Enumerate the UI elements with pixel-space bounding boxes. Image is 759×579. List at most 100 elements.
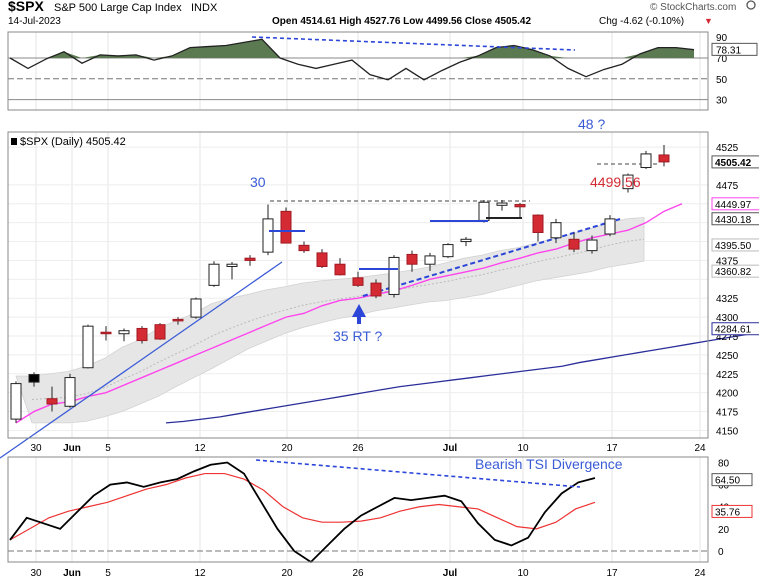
candle-body [226,263,238,267]
tsi-line [9,461,596,564]
candle [316,249,328,268]
candle-body [298,244,310,252]
divergence-line [255,459,581,488]
candle [640,150,652,170]
candle [280,207,292,244]
price-label: 4360.82 [715,267,752,278]
candle-body [460,238,472,243]
candle-body [46,398,58,405]
tsi-panel: Bearish TSI Divergence80604020064.5035.7… [7,456,753,579]
x-tick-label: 10 [517,443,529,454]
candle-body [316,252,328,267]
x-tick-label: 20 [281,443,293,454]
change-value: Chg -4.62 (-0.10%) [599,16,684,27]
candle-body [190,298,202,318]
panel-frame [7,31,709,111]
candle-body [424,255,436,265]
x-tick-label: 17 [606,443,618,454]
price-label-box [711,212,759,226]
candle-body [442,244,454,258]
wave-label-48: 48 ? [578,116,605,132]
candle-body [100,331,112,335]
candle [586,235,598,254]
y-tick-label: 4150 [716,426,739,437]
candle-body [586,239,598,252]
price-label: 4505.42 [715,158,752,169]
candle [100,326,112,341]
candle-body [82,325,94,369]
candle [442,243,454,259]
x-tick-label: 5 [105,443,111,454]
candle [298,241,310,253]
candle [82,324,94,369]
y-tick-label: 4325 [716,294,739,305]
slow-moving-average [165,331,759,424]
candle-body [64,377,76,407]
wave-label-30: 30 [250,174,266,190]
wave-label-35rt: 35 RT ? [333,328,383,344]
x-tick-label: 5 [105,568,111,579]
settings-icon[interactable] [746,0,756,10]
support-trend-line [362,218,621,297]
divergence-annotation: Bearish TSI Divergence [475,456,623,472]
candle-body [172,318,184,322]
candle [226,261,238,280]
candle-body [406,253,418,265]
candle [190,297,202,319]
last-value-box [711,504,753,518]
y-tick-label: 4375 [716,256,739,267]
last-value-label: 78.31 [716,45,741,56]
y-tick-label: 4200 [716,389,739,400]
candle [550,218,562,244]
candle-body [352,277,364,286]
candle [208,261,220,287]
last-value-label: 64.50 [715,476,740,487]
candle [496,200,508,211]
candle-body [136,327,148,342]
x-tick-label: 17 [606,568,618,579]
y-tick-label: 4275 [716,332,739,343]
y-tick-label: 4250 [716,351,739,362]
candle-body [334,263,346,276]
x-tick-label: 20 [281,568,293,579]
rsi-line [9,38,695,81]
candle-body [496,202,508,206]
x-tick-label: 12 [194,568,206,579]
candle [172,317,184,325]
y-tick-label: 4475 [716,181,739,192]
candle [622,173,634,193]
candle [460,237,472,247]
x-tick-label: 30 [30,443,42,454]
y-tick-label: 70 [716,54,728,65]
y-tick-label: 50 [716,75,728,86]
y-tick-label: 30 [716,96,728,107]
price-label-box [711,264,759,278]
candle [514,203,526,219]
panel-frame [7,131,709,439]
candle-body [208,263,220,286]
candle-body [532,214,544,233]
x-tick-label: 12 [194,443,206,454]
y-tick-label: 20 [718,525,730,536]
low-price-label: 4499.56 [590,174,641,190]
exchange: INDX [191,2,218,14]
candle [28,372,40,387]
tsi-signal-line [9,472,596,541]
candle-body [658,154,670,163]
x-tick-label: 24 [694,443,706,454]
price-legend: $SPX (Daily) 4505.42 [20,136,126,148]
price-label: 4395.50 [715,241,752,252]
last-value-box [711,42,758,56]
uptrend-line [0,261,283,459]
y-tick-label: 80 [718,459,730,470]
candle [388,255,400,298]
cloud-midline [31,238,645,400]
candle [424,252,436,272]
candle-body [10,383,22,420]
x-tick-label: 30 [30,568,42,579]
candle-body [262,218,274,253]
chart-header: $SPX S&P 500 Large Cap Index INDX 14-Jul… [8,0,756,27]
x-tick-label: 24 [694,568,706,579]
down-arrow-icon: ▼ [704,16,713,26]
